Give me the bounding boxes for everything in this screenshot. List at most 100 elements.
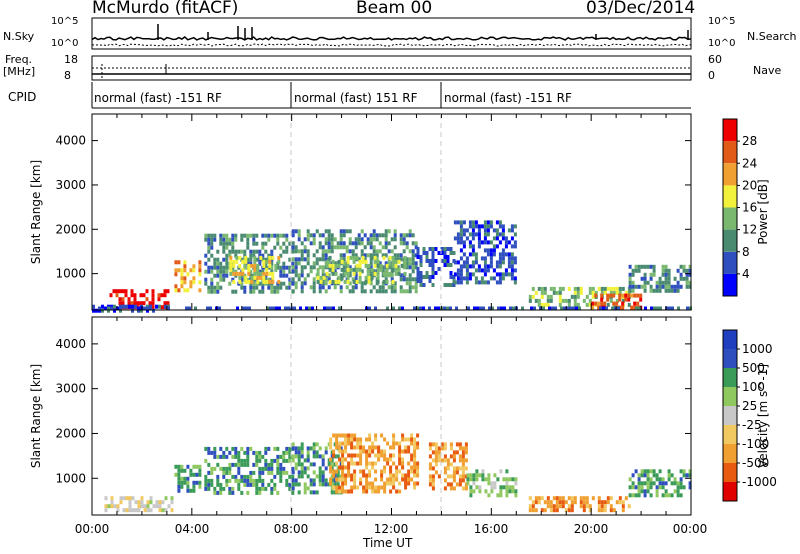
velocity-echo-cell — [585, 500, 589, 505]
power-echo-cell — [297, 229, 301, 234]
power-echo-cell — [276, 265, 280, 270]
power-echo-cell — [210, 281, 214, 286]
velocity-echo-cell — [392, 473, 396, 478]
power-echo-cell — [270, 261, 274, 266]
power-echo-cell — [246, 257, 250, 262]
velocity-echo-cell — [315, 454, 319, 459]
velocity-echo-cell — [664, 489, 668, 494]
power-echo-cell — [273, 289, 277, 294]
power-echo-cell — [606, 297, 610, 302]
velocity-echo-cell — [478, 485, 482, 490]
power-echo-cell — [167, 306, 170, 311]
velocity-echo-cell — [341, 489, 345, 494]
velocity-echo-cell — [149, 500, 153, 505]
power-echo-cell — [328, 279, 332, 284]
velocity-echo-cell — [455, 466, 459, 471]
power-echo-cell — [378, 289, 382, 294]
velocity-echo-cell — [110, 496, 114, 501]
velocity-echo-cell — [225, 446, 229, 451]
power-echo-cell — [403, 259, 407, 264]
velocity-echo-cell — [356, 485, 360, 490]
power-echo-cell — [160, 293, 164, 298]
power-echo-cell — [312, 253, 316, 258]
velocity-echo-cell — [466, 477, 470, 482]
velocity-echo-cell — [252, 470, 256, 475]
power-echo-cell — [157, 297, 161, 302]
velocity-echo-cell — [365, 461, 369, 466]
velocity-echo-cell — [219, 466, 223, 471]
x-tick-1: 04:00 — [174, 522, 210, 536]
noise-left-tick-bottom: 10^0 — [51, 38, 79, 49]
velocity-echo-cell — [344, 481, 348, 486]
power-echo-cell — [486, 252, 490, 257]
velocity-echo-cell — [437, 458, 441, 463]
velocity-echo-cell — [356, 445, 360, 450]
power-echo-cell — [253, 263, 257, 268]
power-echo-cell — [640, 284, 644, 289]
power-echo-cell — [189, 284, 193, 289]
power-echo-cell — [288, 281, 292, 286]
velocity-echo-cell — [341, 465, 345, 470]
power-echo-cell — [318, 257, 322, 262]
velocity-echo-cell — [341, 477, 345, 482]
velocity-echo-cell — [336, 482, 340, 487]
velocity-echo-cell — [225, 470, 229, 475]
velocity-echo-cell — [649, 481, 653, 486]
velocity-echo-cell — [353, 481, 357, 486]
power-echo-cell — [428, 247, 432, 251]
power-echo-cell — [489, 240, 493, 245]
velocity-echo-cell — [449, 446, 453, 451]
velocity-echo-cell — [452, 458, 456, 463]
power-echo-cell — [267, 237, 271, 242]
power-echo-cell — [332, 306, 335, 311]
velocity-echo-cell — [291, 446, 295, 451]
power-echo-cell — [390, 277, 394, 282]
power-echo-cell — [207, 285, 211, 290]
velocity-echo-cell — [401, 433, 405, 438]
velocity-echo-cell — [631, 473, 635, 478]
power-echo-cell — [393, 281, 397, 286]
velocity-echo-cell — [219, 454, 223, 459]
velocity-echo-cell — [472, 473, 476, 478]
power-echo-cell — [279, 285, 283, 290]
velocity-echo-cell — [646, 485, 650, 490]
power-echo-cell — [261, 233, 265, 238]
power-echo-cell — [664, 272, 668, 277]
power-echo-cell — [258, 281, 262, 286]
power-echo-cell — [163, 289, 167, 294]
power-echo-cell — [242, 306, 245, 311]
power-echo-cell — [255, 249, 259, 254]
power-echo-cell — [630, 293, 634, 298]
velocity-echo-cell — [449, 474, 453, 479]
velocity-echo-cell — [392, 445, 396, 450]
power-echo-cell — [594, 301, 598, 306]
power-echo-cell — [240, 237, 244, 242]
power-echo-cell — [339, 273, 343, 278]
velocity-echo-cell — [377, 445, 381, 450]
power-echo-cell — [121, 301, 125, 306]
power-echo-cell — [465, 264, 469, 269]
power-echo-cell — [145, 297, 149, 302]
power-echo-cell — [391, 255, 395, 260]
velocity-echo-cell — [255, 458, 259, 463]
power-echo-cell — [378, 233, 382, 238]
power-echo-cell — [339, 253, 343, 258]
power-echo-cell — [309, 269, 313, 274]
power-echo-cell — [575, 306, 578, 311]
velocity-colorbar-tick-label: -100 — [742, 437, 769, 451]
power-echo-cell — [210, 241, 214, 246]
velocity-echo-cell — [273, 486, 277, 491]
velocity-echo-cell — [502, 477, 506, 482]
velocity-echo-cell — [347, 437, 351, 442]
velocity-echo-cell — [186, 464, 190, 469]
power-echo-cell — [163, 301, 167, 306]
power-echo-cell — [375, 289, 379, 294]
power-echo-cell — [321, 253, 325, 258]
power-echo-cell — [309, 265, 313, 270]
velocity-echo-cell — [455, 482, 459, 487]
power-echo-cell — [558, 298, 562, 303]
power-echo-cell — [390, 285, 394, 290]
velocity-echo-cell — [487, 481, 491, 486]
velocity-echo-cell — [374, 445, 378, 450]
velocity-echo-cell — [443, 466, 447, 471]
